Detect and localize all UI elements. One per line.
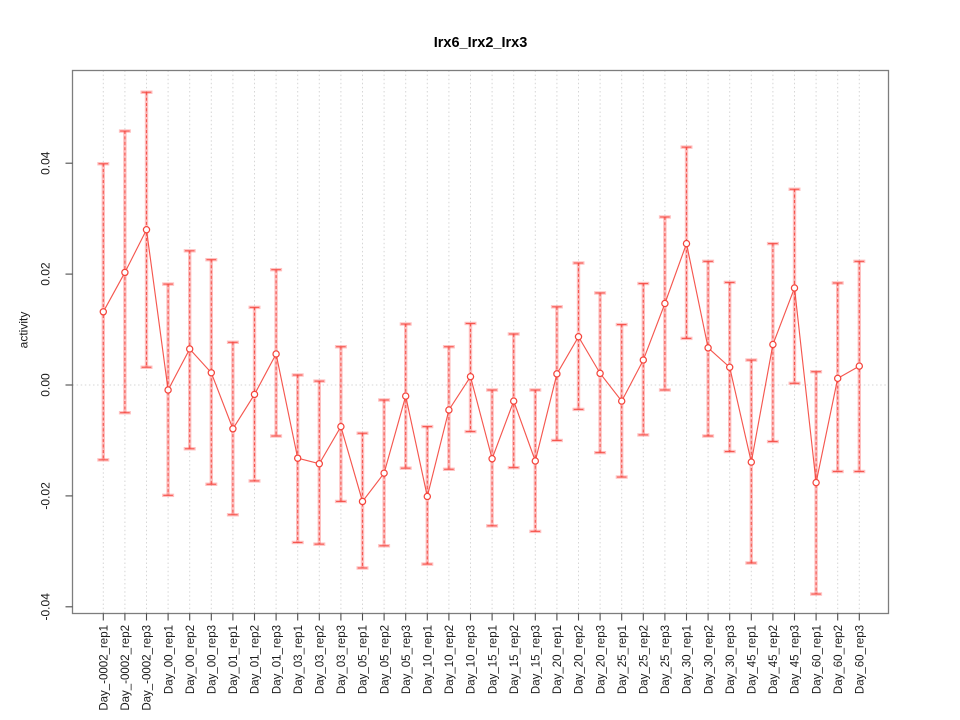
x-tick-label: Day_60_rep3 xyxy=(855,625,867,694)
x-tick-label: Day_05_rep2 xyxy=(379,625,391,694)
data-point xyxy=(207,369,216,377)
x-tick-label: Day_00_rep3 xyxy=(207,625,219,694)
x-tick-label: Day_00_rep1 xyxy=(163,625,175,694)
series-line xyxy=(102,227,860,503)
data-point xyxy=(509,397,518,405)
data-point xyxy=(661,299,669,308)
x-tick-label: Day_25_rep2 xyxy=(639,625,651,694)
y-tick-label: 0.02 xyxy=(39,262,53,286)
y-tick-label: -0.02 xyxy=(39,482,53,510)
data-point xyxy=(142,226,151,234)
data-point xyxy=(185,345,194,353)
x-tick-label: Day_30_rep3 xyxy=(725,625,737,694)
x-tick-label: Day_03_rep2 xyxy=(315,625,327,694)
x-tick-label: Day_30_rep2 xyxy=(703,625,715,694)
y-tick-label: 0.00 xyxy=(39,373,53,397)
x-tick-label: Day_-0002_rep1 xyxy=(99,625,111,711)
x-tick-label: Day_30_rep1 xyxy=(682,625,694,694)
data-point xyxy=(164,386,172,394)
x-tick-label: Day_15_rep2 xyxy=(509,625,521,694)
x-tick-label: Day_60_rep1 xyxy=(811,625,823,694)
data-point xyxy=(293,454,302,462)
x-tick-label: Day_01_rep2 xyxy=(250,625,262,694)
data-point xyxy=(380,469,388,477)
data-point xyxy=(401,392,410,400)
x-tick-label: Day_10_rep3 xyxy=(466,625,478,694)
x-tick-label: Day_15_rep3 xyxy=(531,625,543,694)
data-point xyxy=(682,239,691,248)
data-point xyxy=(337,422,345,431)
data-point xyxy=(531,457,540,465)
data-point xyxy=(121,268,129,277)
y-tick-label: 0.04 xyxy=(39,151,53,175)
x-tick-label: Day_01_rep3 xyxy=(271,625,283,694)
data-point xyxy=(790,284,799,292)
y-axis-label: activity xyxy=(17,312,31,349)
x-tick-label: Day_03_rep1 xyxy=(293,625,305,694)
data-point xyxy=(769,340,777,349)
data-point xyxy=(596,369,604,378)
data-point xyxy=(423,492,432,501)
data-point xyxy=(747,458,756,466)
x-tick-label: Day_45_rep3 xyxy=(790,625,802,694)
x-tick-label: Day_-0002_rep2 xyxy=(120,625,132,711)
x-tick-label: Day_60_rep2 xyxy=(833,625,845,694)
data-point xyxy=(639,356,648,364)
x-tick-label: Day_15_rep1 xyxy=(487,625,499,694)
plot-border xyxy=(71,69,890,615)
x-tick-label: Day_03_rep3 xyxy=(336,625,348,694)
x-tick-label: Day_20_rep2 xyxy=(574,625,586,694)
x-tick-label: Day_05_rep3 xyxy=(401,625,413,694)
data-point xyxy=(574,333,583,341)
x-tick-label: Day_-0002_rep3 xyxy=(142,625,154,711)
data-point xyxy=(855,362,864,370)
x-tick-label: Day_25_rep3 xyxy=(660,625,672,694)
data-point xyxy=(833,374,842,383)
x-tick-label: Day_10_rep1 xyxy=(423,625,435,694)
x-tick-label: Day_20_rep1 xyxy=(552,625,564,694)
data-point xyxy=(704,344,712,352)
data-point xyxy=(272,350,280,358)
x-tick-label: Day_05_rep1 xyxy=(358,625,370,694)
data-point xyxy=(488,455,496,463)
x-tick-label: Day_10_rep2 xyxy=(444,625,456,694)
data-point xyxy=(445,406,453,414)
data-point xyxy=(229,425,237,433)
data-point xyxy=(358,497,367,506)
x-tick-label: Day_01_rep1 xyxy=(228,625,240,694)
data-point xyxy=(617,397,626,405)
y-tick-label: -0.04 xyxy=(39,593,53,621)
data-point xyxy=(250,390,259,399)
x-tick-label: Day_00_rep2 xyxy=(185,625,197,694)
data-point xyxy=(466,372,475,381)
data-point xyxy=(812,478,820,487)
x-tick-label: Day_45_rep2 xyxy=(768,625,780,694)
x-tick-label: Day_20_rep3 xyxy=(595,625,607,694)
x-tick-label: Day_45_rep1 xyxy=(747,625,759,694)
chart-title: Irx6_Irx2_Irx3 xyxy=(434,35,528,51)
data-point xyxy=(553,370,561,378)
data-point xyxy=(315,460,324,468)
x-tick-label: Day_25_rep1 xyxy=(617,625,629,694)
data-point xyxy=(99,308,108,316)
data-point xyxy=(725,363,734,371)
